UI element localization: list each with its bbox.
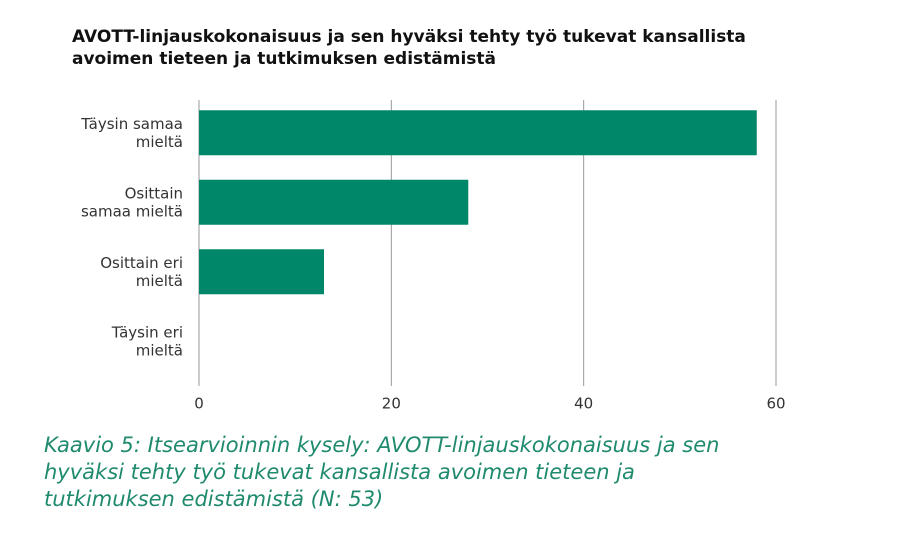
x-tick-label: 60 [766,395,785,413]
chart-caption: Kaavio 5: Itsearvioinnin kysely: AVOTT-l… [44,433,720,511]
bar [199,249,325,295]
chart: 0 20 40 60 Täysin samaa mieltä Osittain samaa… [76,100,786,413]
y-tick-label: Osittain eri mieltä [100,253,183,289]
y-tick-label: Osittain samaa mieltä [76,184,183,220]
y-tick-label: Täysin eri mieltä [111,323,183,359]
x-tick-label: 40 [574,395,593,413]
x-tick-label: 20 [382,395,401,413]
bar [199,110,757,156]
x-tick-label: 0 [194,395,204,413]
bar [199,179,469,225]
chart-title: AVOTT-linjauskokonaisuus ja sen hyväksi … [72,27,746,69]
y-tick-label: Täysin samaa mieltä [80,114,183,150]
